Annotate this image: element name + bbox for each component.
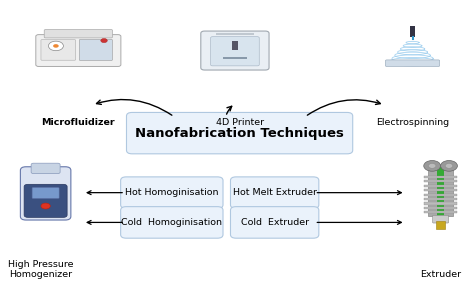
FancyBboxPatch shape <box>385 60 440 66</box>
Text: 4D Printer: 4D Printer <box>216 118 264 127</box>
Bar <box>424 184 457 187</box>
FancyBboxPatch shape <box>121 177 223 208</box>
Text: Hot Homoginisation: Hot Homoginisation <box>125 188 219 197</box>
Text: Electrospinning: Electrospinning <box>376 118 449 127</box>
Circle shape <box>53 44 59 48</box>
Text: Microfluidizer: Microfluidizer <box>42 118 115 127</box>
FancyBboxPatch shape <box>24 184 67 217</box>
Circle shape <box>428 164 436 168</box>
FancyBboxPatch shape <box>230 207 319 238</box>
Circle shape <box>445 164 453 168</box>
Circle shape <box>101 39 107 43</box>
Text: Nanofabrication Techniques: Nanofabrication Techniques <box>135 127 344 140</box>
FancyBboxPatch shape <box>36 35 121 66</box>
FancyBboxPatch shape <box>20 167 71 220</box>
Text: Extruder: Extruder <box>420 270 461 279</box>
Bar <box>437 170 444 216</box>
Bar <box>424 180 457 182</box>
FancyBboxPatch shape <box>32 187 59 199</box>
Bar <box>424 193 457 196</box>
Bar <box>424 202 457 205</box>
Text: Hot Melt Extruder: Hot Melt Extruder <box>233 188 317 197</box>
Circle shape <box>41 203 50 209</box>
Bar <box>428 170 453 216</box>
FancyBboxPatch shape <box>31 163 60 174</box>
FancyBboxPatch shape <box>210 37 259 66</box>
Circle shape <box>441 161 457 171</box>
FancyBboxPatch shape <box>44 30 112 38</box>
Bar <box>424 207 457 209</box>
Bar <box>424 198 457 200</box>
Text: Cold  Homoginisation: Cold Homoginisation <box>121 218 222 227</box>
FancyBboxPatch shape <box>121 207 223 238</box>
Text: Cold  Extruder: Cold Extruder <box>241 218 309 227</box>
Circle shape <box>48 41 64 51</box>
FancyBboxPatch shape <box>201 31 269 70</box>
Bar <box>410 26 415 37</box>
FancyBboxPatch shape <box>230 177 319 208</box>
Bar <box>424 189 457 191</box>
Circle shape <box>424 161 441 171</box>
FancyBboxPatch shape <box>41 40 75 60</box>
FancyBboxPatch shape <box>79 39 112 60</box>
Bar <box>223 57 246 59</box>
Text: High Pressure
Homogenizer: High Pressure Homogenizer <box>8 260 73 279</box>
FancyBboxPatch shape <box>127 112 353 154</box>
Bar <box>437 221 445 229</box>
Bar <box>437 167 444 219</box>
FancyBboxPatch shape <box>433 215 448 223</box>
Bar <box>424 176 457 178</box>
Bar <box>424 211 457 213</box>
Bar <box>232 42 238 50</box>
Bar <box>216 33 254 35</box>
